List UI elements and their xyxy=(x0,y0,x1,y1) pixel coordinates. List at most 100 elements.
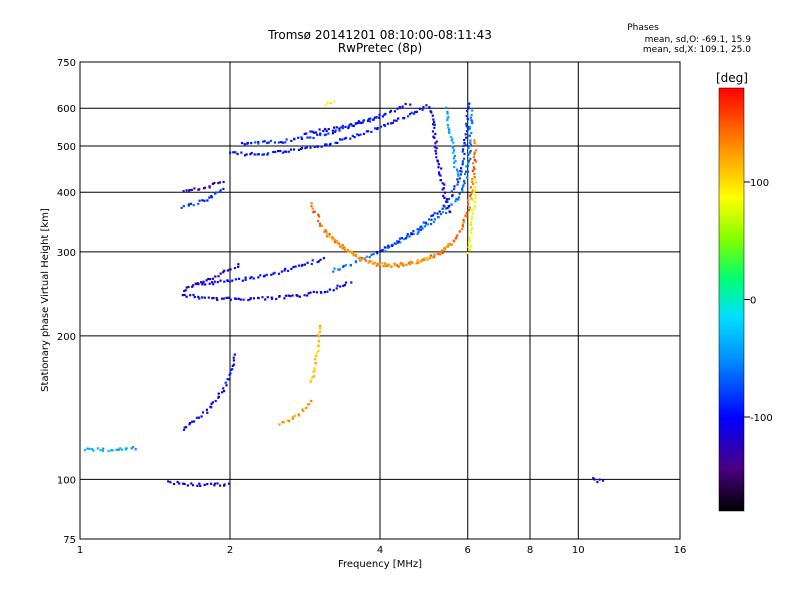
echo-point xyxy=(223,483,226,486)
echo-point xyxy=(281,141,284,144)
echo-point xyxy=(329,102,333,105)
echo-point xyxy=(241,141,244,145)
echo-point xyxy=(357,120,360,123)
echo-point xyxy=(362,120,365,123)
echo-point xyxy=(303,132,306,135)
echo-point xyxy=(319,132,322,135)
echo-point xyxy=(431,114,434,117)
echo-point xyxy=(431,214,435,217)
echo-point xyxy=(222,297,225,300)
echo-point xyxy=(196,282,199,285)
echo-point xyxy=(314,358,317,361)
echo-point xyxy=(402,238,405,241)
echo-point xyxy=(262,140,265,143)
y-tick-label: 500 xyxy=(57,142,76,153)
echo-point xyxy=(324,127,327,131)
echo-point xyxy=(384,264,387,267)
echo-point xyxy=(453,185,456,188)
echo-point xyxy=(472,162,475,165)
echo-point xyxy=(234,151,237,154)
echo-point xyxy=(450,139,453,142)
echo-point xyxy=(466,110,469,113)
echo-point xyxy=(470,131,473,135)
echo-point xyxy=(257,142,260,145)
echo-point xyxy=(254,141,257,144)
echo-point xyxy=(261,296,264,299)
echo-point xyxy=(228,280,232,283)
echo-point xyxy=(266,141,269,145)
echo-point xyxy=(266,296,269,299)
echo-point xyxy=(193,296,196,299)
echo-point xyxy=(99,449,102,452)
echo-point xyxy=(430,218,433,221)
colorbar-label: [deg] xyxy=(716,71,748,85)
echo-point xyxy=(185,189,188,192)
echo-point xyxy=(471,169,474,172)
echo-point xyxy=(437,216,440,219)
echo-point xyxy=(291,294,294,297)
echo-point xyxy=(387,246,390,249)
echo-point xyxy=(197,416,201,419)
echo-point xyxy=(372,118,375,121)
echo-point xyxy=(456,183,459,186)
echo-point xyxy=(393,262,396,265)
echo-point xyxy=(317,260,320,263)
echo-point xyxy=(409,103,412,106)
echo-point xyxy=(273,141,277,144)
echo-point xyxy=(217,392,220,395)
echo-point xyxy=(469,248,472,251)
echo-point xyxy=(311,259,314,262)
echo-point xyxy=(318,224,322,228)
echo-point xyxy=(201,296,204,299)
echo-point xyxy=(365,255,368,258)
echo-point xyxy=(215,191,218,194)
echo-point xyxy=(187,285,190,289)
echo-point xyxy=(306,261,309,264)
echo-point xyxy=(204,283,207,286)
echo-point xyxy=(247,299,250,302)
echo-point xyxy=(433,218,436,221)
x-axis-ticks: 1 2 4 6 8 10 16 xyxy=(77,545,687,556)
echo-point xyxy=(303,263,306,266)
echo-point xyxy=(308,403,311,406)
x-tick-label: 1 xyxy=(77,545,83,556)
echo-point xyxy=(290,267,293,270)
echo-point xyxy=(366,119,370,122)
grid-lines xyxy=(80,62,680,539)
echo-point xyxy=(452,141,455,144)
echo-point xyxy=(228,373,231,376)
echo-point xyxy=(469,193,472,196)
echo-point xyxy=(457,174,460,177)
echo-point xyxy=(186,484,189,487)
echo-point xyxy=(208,186,211,189)
echo-point xyxy=(257,153,260,156)
echo-point xyxy=(289,148,293,151)
echo-point xyxy=(395,119,398,122)
echo-point xyxy=(185,295,188,298)
echo-point xyxy=(468,127,471,130)
echo-point xyxy=(462,148,465,151)
echo-point xyxy=(211,401,214,404)
echo-point xyxy=(350,251,354,254)
echo-point xyxy=(362,132,366,135)
echo-point xyxy=(432,118,435,121)
echo-point xyxy=(213,484,216,487)
echo-point xyxy=(207,296,210,299)
echo-point xyxy=(297,136,300,139)
echo-point xyxy=(396,241,399,244)
echo-point xyxy=(385,246,388,249)
echo-point xyxy=(312,370,315,373)
echo-point xyxy=(231,368,234,371)
echo-point xyxy=(310,262,313,266)
echo-point xyxy=(435,140,438,143)
chart-title: Tromsø 20141201 08:10:00-08:11:43 xyxy=(267,28,492,42)
echo-point xyxy=(249,153,252,156)
echo-point xyxy=(441,207,444,210)
echo-point xyxy=(320,145,323,148)
echo-point xyxy=(376,252,379,255)
echo-point xyxy=(442,194,445,198)
echo-point xyxy=(465,176,468,179)
echo-point xyxy=(240,151,243,154)
echo-point xyxy=(375,251,378,254)
echo-point xyxy=(167,480,170,483)
